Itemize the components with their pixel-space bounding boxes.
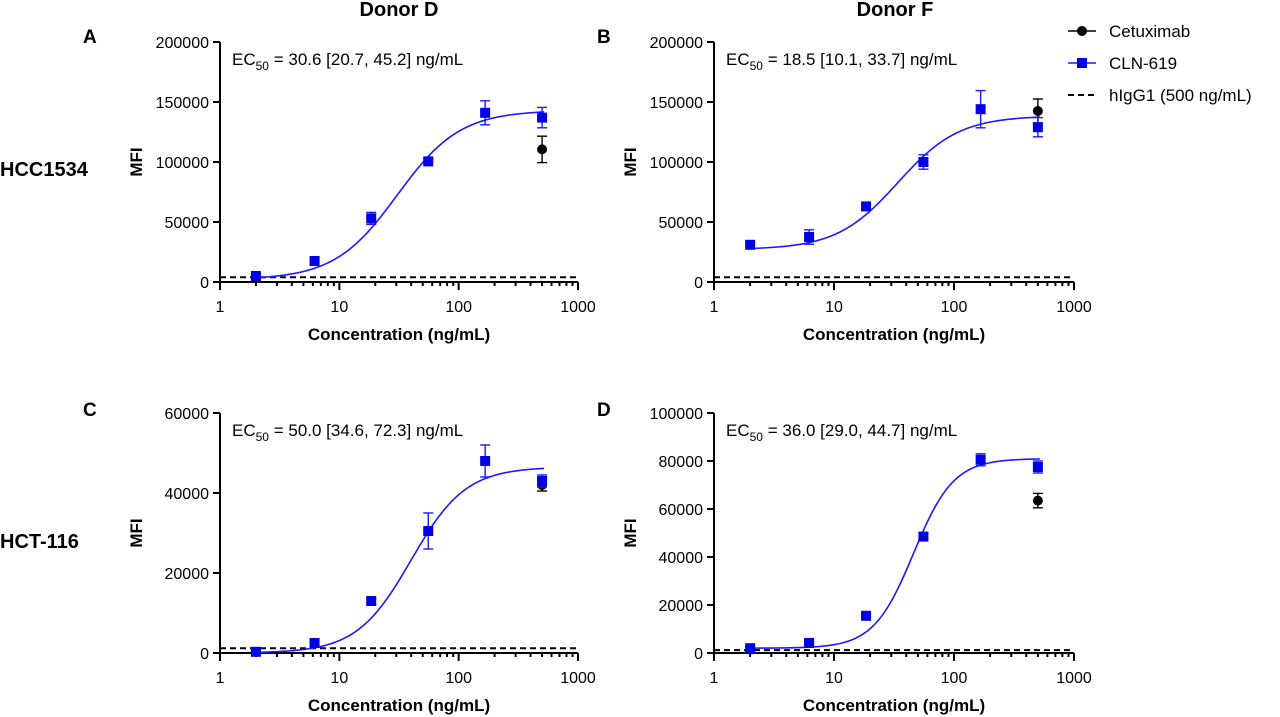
cln619-point (480, 456, 491, 466)
y-tick-label: 60000 (659, 502, 704, 519)
y-axis-title: MFI (621, 518, 640, 547)
column-title-donor-d: Donor D (360, 0, 439, 21)
panel-c: C 0 20000 40000 60000 1 10 100 1000 Concentration… (83, 400, 596, 715)
y-tick-label: 0 (200, 646, 209, 663)
cln619-point (423, 526, 434, 536)
panel-letter-a: A (83, 27, 97, 48)
ec50-annotation: EC50 = 50.0 [34.6, 72.3] ng/mL (232, 421, 463, 444)
cln619-point (1032, 122, 1043, 133)
y-tick-label: 40000 (659, 550, 704, 567)
x-axis-title: Concentration (ng/mL) (308, 325, 490, 344)
cln619-point (918, 531, 929, 542)
x-axis-title: Concentration (ng/mL) (803, 696, 985, 715)
cln619-point (745, 643, 756, 654)
y-tick-label: 40000 (165, 486, 210, 503)
y-tick-label: 150000 (156, 95, 209, 112)
y-tick-label: 50000 (165, 215, 210, 232)
x-tick-label: 1000 (1056, 670, 1092, 687)
y-tick-label: 0 (694, 275, 703, 292)
column-title-donor-f: Donor F (857, 0, 934, 21)
x-tick-label: 10 (825, 299, 843, 316)
x-tick-label: 1 (710, 670, 719, 687)
y-tick-label: 50000 (659, 215, 704, 232)
x-axis-title: Concentration (ng/mL) (803, 325, 985, 344)
panel-letter-c: C (83, 400, 97, 421)
x-tick-label: 10 (825, 670, 843, 687)
cln619-fit-curve (255, 467, 545, 654)
y-axis-title: MFI (127, 147, 146, 176)
legend-cetuximab-marker (1077, 26, 1087, 36)
panel-letter-d: D (597, 400, 611, 421)
x-tick-label: 1 (710, 299, 719, 316)
y-tick-label: 200000 (156, 35, 209, 52)
cln619-point (861, 201, 872, 212)
cln619-point (537, 476, 548, 486)
cln619-fit-curve (750, 458, 1040, 649)
y-tick-label: 60000 (165, 406, 210, 423)
x-tick-label: 100 (941, 670, 968, 687)
x-tick-label: 1 (216, 299, 225, 316)
cetuximab-point (1032, 495, 1043, 506)
y-axis-title: MFI (127, 518, 146, 547)
y-tick-label: 200000 (650, 35, 703, 52)
y-tick-label: 100000 (650, 155, 703, 172)
y-tick-label: 100000 (650, 406, 703, 423)
panel-b: B 0 50000 100000 150000 200000 1 10 100 1000 Conce… (597, 27, 1092, 344)
x-tick-label: 100 (445, 670, 472, 687)
cln619-point (745, 239, 756, 250)
cln619-point (250, 271, 261, 281)
row-title-hct116: HCT-116 (0, 531, 79, 553)
cln619-point (366, 596, 377, 606)
cln619-point (1032, 462, 1043, 472)
y-tick-label: 80000 (659, 454, 704, 471)
legend: Cetuximab CLN-619 hIgG1 (500 ng/mL) (1068, 22, 1252, 105)
x-tick-label: 1000 (560, 299, 596, 316)
panel-letter-b: B (597, 27, 611, 48)
cln619-point (423, 156, 434, 167)
panel-a: A 0 50000 100000 150000 200000 1 10 100 1000 Conce… (83, 27, 596, 344)
cln619-point (975, 454, 986, 465)
ec50-annotation: EC50 = 18.5 [10.1, 33.7] ng/mL (726, 50, 957, 73)
x-axis-title: Concentration (ng/mL) (308, 696, 490, 715)
cln619-point (480, 107, 491, 118)
cln619-point (250, 646, 261, 657)
cln619-point (309, 638, 320, 648)
row-title-hcc1534: HCC1534 (0, 159, 89, 181)
cln619-point (861, 610, 872, 621)
y-tick-label: 0 (694, 646, 703, 663)
cln619-point (975, 104, 986, 115)
x-tick-label: 100 (941, 299, 968, 316)
legend-cln619-label: CLN-619 (1109, 54, 1177, 73)
legend-cetuximab-label: Cetuximab (1109, 22, 1190, 41)
legend-higg1-label: hIgG1 (500 ng/mL) (1109, 86, 1252, 105)
panel-d: D 0 20000 40000 60000 80000 100000 1 10 100 1000 Co… (597, 400, 1092, 715)
x-tick-label: 1000 (1056, 299, 1092, 316)
cln619-point (804, 637, 815, 648)
ec50-annotation: EC50 = 30.6 [20.7, 45.2] ng/mL (232, 50, 463, 73)
cetuximab-point (1032, 106, 1043, 116)
y-tick-label: 100000 (156, 155, 209, 172)
y-tick-label: 20000 (165, 566, 210, 583)
x-tick-label: 10 (330, 299, 348, 316)
cln619-point (537, 112, 548, 123)
y-tick-label: 150000 (650, 95, 703, 112)
cln619-fit-curve (255, 111, 545, 279)
y-tick-label: 20000 (659, 598, 704, 615)
x-tick-label: 1000 (560, 670, 596, 687)
x-tick-label: 100 (445, 299, 472, 316)
y-axis-title: MFI (621, 147, 640, 176)
x-tick-label: 10 (330, 670, 348, 687)
ec50-annotation: EC50 = 36.0 [29.0, 44.7] ng/mL (726, 421, 957, 444)
cetuximab-point (537, 144, 548, 155)
cln619-point (309, 256, 320, 266)
legend-cln619-marker (1077, 58, 1087, 68)
x-tick-label: 1 (216, 670, 225, 687)
cln619-point (804, 232, 815, 242)
cln619-point (918, 157, 929, 167)
y-tick-label: 0 (200, 275, 209, 292)
cln619-point (366, 213, 377, 224)
cln619-fit-curve (750, 116, 1040, 250)
